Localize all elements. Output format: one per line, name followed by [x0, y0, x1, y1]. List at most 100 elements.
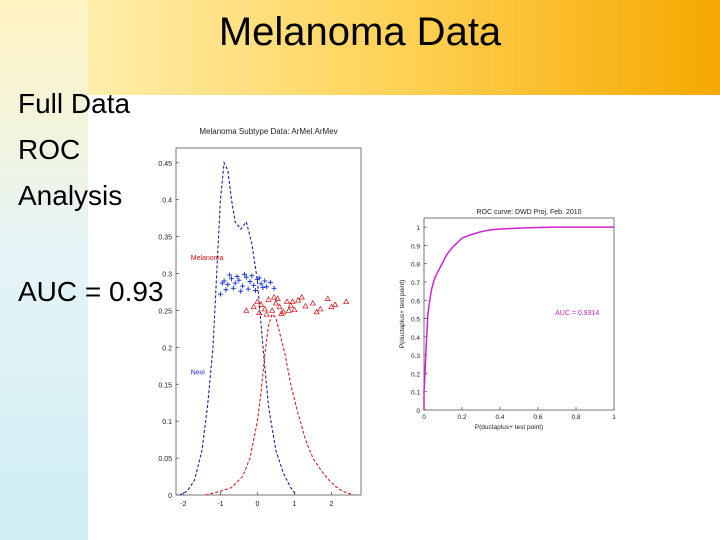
y-tick-label: 0.3: [411, 353, 420, 360]
melanoma-point: [263, 310, 270, 317]
nevi-point: [236, 277, 242, 283]
slide-title: Melanoma Data: [218, 10, 502, 54]
melanoma-point: [328, 303, 335, 310]
x-tick-label: 0.2: [457, 414, 466, 421]
melanoma-point: [287, 302, 294, 308]
nevi-point: [232, 280, 238, 286]
melanoma-point: [313, 308, 320, 315]
melanoma-point: [250, 303, 257, 310]
nevi-point: [247, 279, 253, 285]
text-full-data: Full Data: [18, 88, 131, 119]
nevi-point: [251, 282, 257, 288]
x-tick-label: 0.4: [495, 414, 504, 421]
y-tick-label: 0.1: [411, 390, 420, 397]
nevi-point: [240, 283, 246, 289]
title-band: [0, 0, 720, 95]
roc-curve: [423, 226, 614, 410]
y-tick-label: 0.9: [411, 243, 420, 250]
melanoma-point: [274, 295, 281, 301]
plot-frame: [423, 217, 615, 411]
nevi-point: [238, 288, 244, 294]
melanoma-point: [302, 302, 309, 309]
left-band: [0, 0, 88, 540]
y-axis-label: P(ductaplus+ test point): [399, 280, 406, 348]
plot-frame: [175, 147, 362, 496]
nevi-point: [234, 273, 240, 279]
nevi-density-curve: [179, 160, 297, 496]
roc-chart: ROC curve: DWD Proj, Feb. 2010 0 0.1 0.2 0.3…: [399, 209, 616, 431]
x-axis-label: P(ductaplus+ test point): [475, 424, 543, 431]
melanoma-label: Melanoma: [191, 255, 224, 262]
melanoma-point: [298, 293, 305, 300]
x-tick-label: -1: [217, 501, 223, 508]
auc-annotation: AUC = 0.9314: [555, 310, 599, 317]
melanoma-point: [258, 301, 265, 307]
melanoma-density-curve: [205, 313, 354, 496]
melanoma-point: [276, 303, 283, 310]
x-tick-label: 0.6: [533, 414, 542, 421]
auc-value: AUC = 0.93: [18, 276, 164, 307]
x-tick-label: -2: [180, 501, 186, 508]
nevi-point: [217, 291, 223, 297]
x-tick-label: 0: [255, 501, 259, 508]
melanoma-point: [291, 306, 298, 313]
y-tick-label: 0.45: [158, 161, 172, 168]
melanoma-point: [278, 310, 285, 316]
text-analysis: Analysis: [18, 180, 123, 211]
melanoma-point: [269, 307, 276, 313]
melanoma-point: [265, 296, 272, 302]
melanoma-point: [295, 296, 302, 303]
melanoma-point: [343, 298, 350, 304]
x-tick-label: 1: [292, 501, 296, 508]
melanoma-point: [285, 307, 292, 313]
nevi-point: [260, 285, 266, 291]
nevi-point: [245, 286, 251, 292]
y-tick-label: 0: [168, 493, 172, 500]
y-tick-label: 0.7: [411, 280, 420, 287]
melanoma-point: [272, 299, 279, 306]
y-tick-label: 0.5: [411, 317, 420, 324]
nevi-point: [264, 284, 270, 290]
y-tick-label: 0.4: [411, 335, 420, 342]
melanoma-point: [261, 305, 268, 312]
melanoma-point: [256, 309, 263, 315]
melanoma-point: [254, 298, 261, 304]
y-tick-label: 0: [416, 408, 420, 415]
y-tick-label: 0.25: [158, 308, 172, 315]
y-tick-label: 1: [416, 225, 420, 232]
nevi-point: [223, 287, 229, 293]
nevi-point: [229, 276, 234, 282]
nevi-label: Nevi: [191, 370, 205, 377]
melanoma-point: [283, 298, 291, 304]
melanoma-point: [324, 295, 331, 301]
melanoma-point: [317, 305, 324, 312]
y-tick-label: 0.3: [162, 272, 172, 279]
nevi-point: [267, 279, 273, 285]
melanoma-point: [289, 298, 296, 304]
nevi-point: [225, 282, 231, 288]
nevi-point: [249, 273, 255, 279]
x-tick-label: 0.8: [571, 414, 580, 421]
y-tick-label: 0.6: [411, 298, 420, 305]
density-chart: Melanoma Subtype Data: ArMel.ArMev 0 0.05 0…: [158, 127, 362, 508]
melanoma-point: [243, 307, 250, 313]
x-tick-label: 0: [422, 414, 426, 421]
nevi-point: [253, 287, 259, 293]
nevi-point: [243, 274, 249, 280]
y-tick-label: 0.8: [411, 262, 420, 269]
nevi-point: [271, 285, 277, 291]
nevi-point: [258, 281, 264, 287]
melanoma-point: [332, 301, 339, 307]
y-tick-label: 0.1: [162, 419, 172, 426]
nevi-point: [256, 275, 262, 281]
nevi-point: [230, 285, 236, 291]
y-tick-label: 0.05: [158, 456, 172, 463]
y-tick-label: 0.4: [162, 198, 172, 205]
nevi-point: [241, 271, 247, 277]
y-tick-label: 0.2: [411, 371, 420, 378]
chart-title: ROC curve: DWD Proj, Feb. 2010: [476, 209, 581, 216]
nevi-point: [262, 278, 268, 284]
nevi-point: [227, 272, 233, 278]
x-tick-label: 1: [612, 414, 616, 421]
x-tick-label: 2: [329, 501, 333, 508]
